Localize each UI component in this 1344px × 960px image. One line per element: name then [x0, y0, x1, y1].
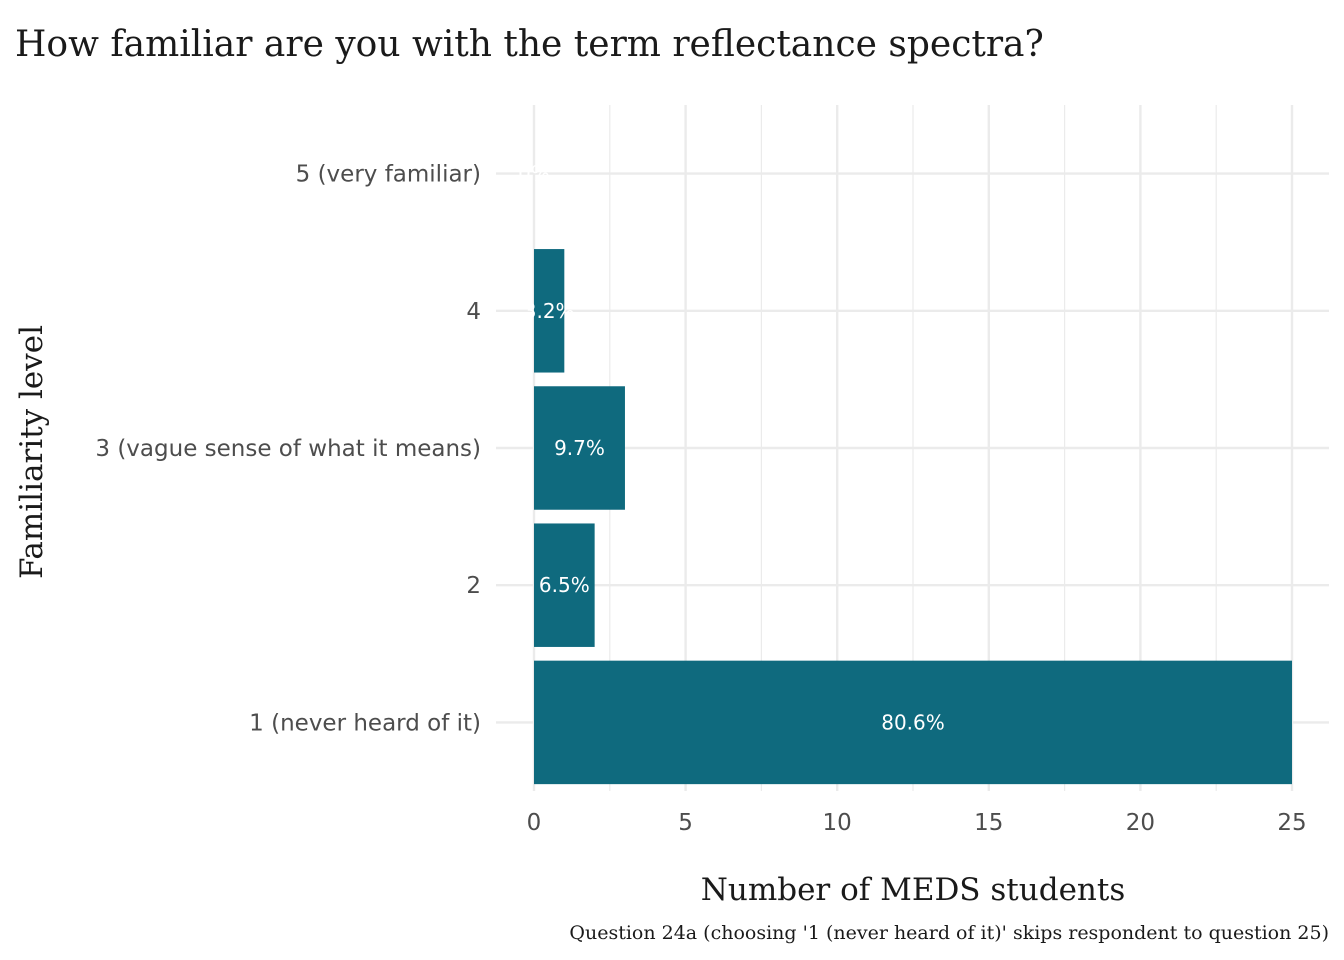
y-tick-label: 1 (never heard of it) — [249, 710, 481, 736]
bar-data-label: 0% — [518, 162, 550, 186]
chart-caption: Question 24a (choosing '1 (never heard o… — [569, 922, 1329, 944]
bar — [534, 386, 625, 510]
chart-title: How familiar are you with the term refle… — [15, 24, 1044, 65]
y-tick-label: 2 — [466, 573, 481, 599]
bar — [534, 523, 595, 647]
x-tick-label: 20 — [1126, 810, 1155, 836]
bar-data-label: 6.5% — [539, 573, 590, 597]
y-tick-label: 5 (very familiar) — [296, 162, 481, 188]
x-tick-label: 25 — [1277, 810, 1306, 836]
x-tick-label: 0 — [527, 810, 542, 836]
y-axis-title: Familiarity level — [14, 325, 50, 579]
bar-layer — [534, 249, 1292, 785]
bar-data-label: 80.6% — [881, 710, 945, 734]
bar — [534, 660, 1292, 785]
x-tick-label: 15 — [974, 810, 1003, 836]
x-tick-label: 5 — [678, 810, 693, 836]
bar-data-label: 3.2% — [524, 299, 575, 323]
tick-layer: 1 (never heard of it) 2 3 (vague sense of … — [95, 162, 1306, 836]
y-tick-label: 4 — [466, 299, 481, 325]
data-label-layer: 80.6% 6.5% 9.7% 3.2% 0% — [518, 162, 945, 735]
y-tick-label: 3 (vague sense of what it means) — [95, 436, 481, 462]
bar — [534, 249, 565, 373]
x-axis-title: Number of MEDS students — [701, 872, 1126, 908]
x-tick-label: 10 — [823, 810, 852, 836]
bar-data-label: 9.7% — [554, 436, 605, 460]
